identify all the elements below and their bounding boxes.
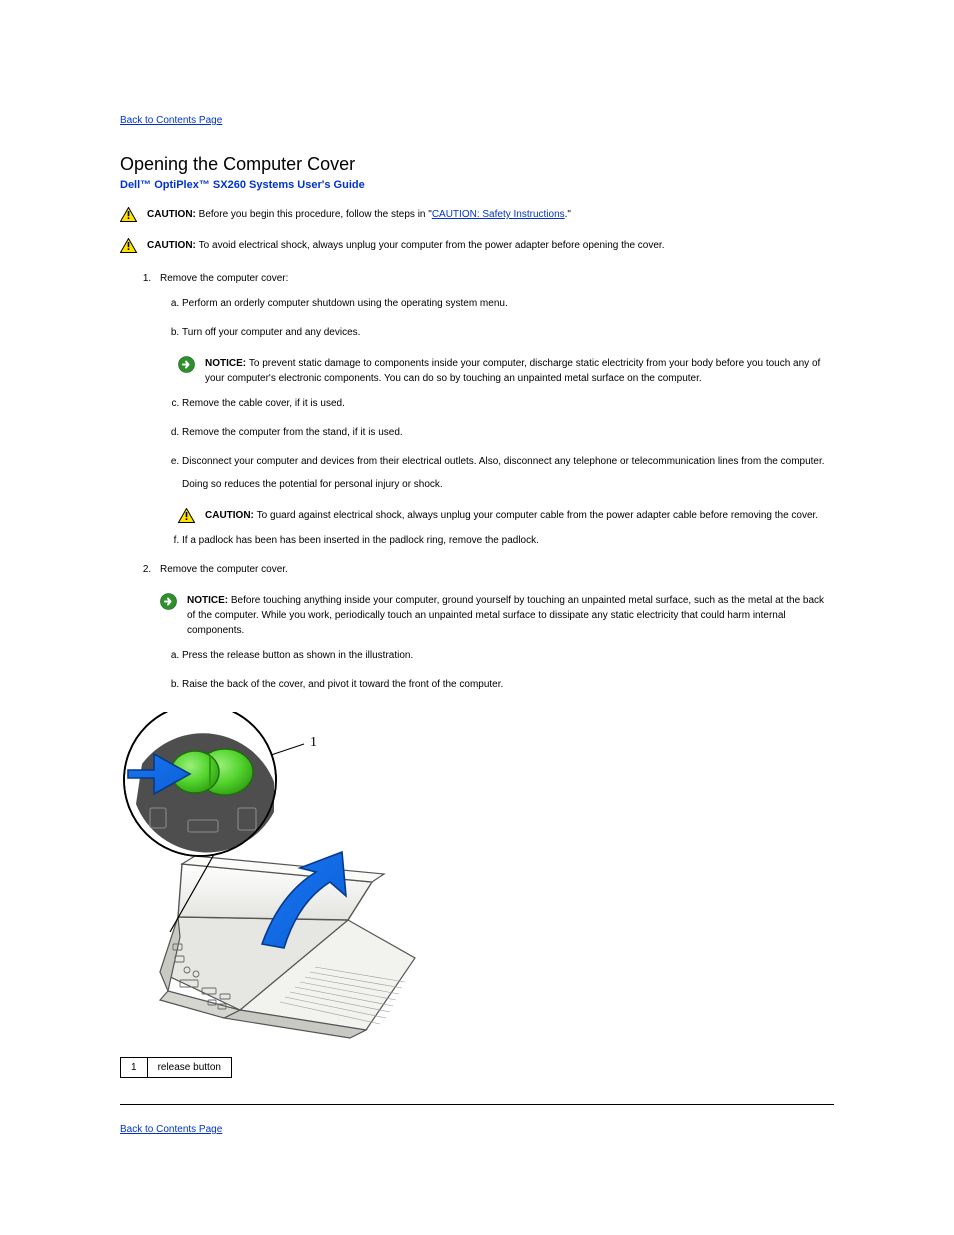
step-text: Disconnect your computer and devices fro…: [182, 456, 825, 467]
step-2a: Press the release button as shown in the…: [182, 648, 834, 663]
step-1d: Remove the computer from the stand, if i…: [182, 425, 834, 440]
step-1: Remove the computer cover: Perform an or…: [154, 271, 834, 548]
callout-table: 1 release button: [120, 1057, 232, 1078]
notice-row-1: NOTICE: To prevent static damage to comp…: [178, 356, 834, 386]
callout-label: release button: [147, 1058, 231, 1078]
caution-row-2: CAUTION: To avoid electrical shock, alwa…: [120, 238, 834, 253]
caution-body-before: Before you begin this procedure, follow …: [199, 209, 432, 220]
caution-text-2: CAUTION: To avoid electrical shock, alwa…: [147, 238, 665, 253]
detail-inset: [124, 712, 276, 856]
step-1e: Disconnect your computer and devices fro…: [182, 454, 834, 492]
step-1-sub-cont2: If a padlock has been has been inserted …: [182, 533, 834, 548]
caution-label: CAUTION:: [147, 240, 199, 251]
step-2b: Raise the back of the cover, and pivot i…: [182, 677, 834, 692]
step-1b: Turn off your computer and any devices.: [182, 325, 834, 340]
notice-icon: [160, 593, 177, 610]
step-1c: Remove the cable cover, if it is used.: [182, 396, 834, 411]
table-row: 1 release button: [121, 1058, 232, 1078]
caution-text-1: CAUTION: Before you begin this procedure…: [147, 207, 571, 222]
caution-body: To guard against electrical shock, alway…: [257, 510, 818, 521]
back-to-contents-link-top[interactable]: Back to Contents Page: [120, 115, 222, 126]
step-1-sub-cont: Remove the cable cover, if it is used. R…: [182, 396, 834, 492]
step-1-sub: Perform an orderly computer shutdown usi…: [182, 296, 834, 340]
step-1a: Perform an orderly computer shutdown usi…: [182, 296, 834, 311]
notice-row-2: NOTICE: Before touching anything inside …: [160, 593, 834, 638]
open-cover-illustration: 1: [120, 712, 420, 1042]
caution-row-1: CAUTION: Before you begin this procedure…: [120, 207, 834, 222]
figure-open-cover: 1: [120, 712, 834, 1047]
caution-icon: [178, 508, 195, 523]
page-title: Opening the Computer Cover: [120, 154, 834, 175]
step-para: Doing so reduces the potential for perso…: [182, 477, 834, 492]
caution-label: CAUTION:: [147, 209, 199, 220]
notice-body: To prevent static damage to components i…: [205, 358, 820, 384]
notice-text-2: NOTICE: Before touching anything inside …: [187, 593, 834, 638]
caution-row-3: CAUTION: To guard against electrical sho…: [178, 508, 834, 523]
section-divider: [120, 1104, 834, 1105]
step-text: Remove the computer cover:: [160, 273, 288, 284]
step-list: Remove the computer cover: Perform an or…: [154, 271, 834, 692]
back-to-contents-link-bottom[interactable]: Back to Contents Page: [120, 1124, 222, 1135]
notice-icon: [178, 356, 195, 373]
caution-text-3: CAUTION: To guard against electrical sho…: [205, 508, 818, 523]
callout-number: 1: [310, 735, 317, 750]
notice-text-1: NOTICE: To prevent static damage to comp…: [205, 356, 834, 386]
caution-body-after: .": [565, 209, 571, 220]
caution-body: To avoid electrical shock, always unplug…: [199, 240, 665, 251]
notice-body: Before touching anything inside your com…: [187, 595, 824, 636]
caution-icon: [120, 238, 137, 253]
computer-chassis: [160, 852, 415, 1038]
step-2: Remove the computer cover. NOTICE: Befor…: [154, 562, 834, 692]
step-2-sub: Press the release button as shown in the…: [182, 648, 834, 692]
caution-label: CAUTION:: [205, 510, 257, 521]
document-page: Back to Contents Page Opening the Comput…: [0, 0, 954, 1197]
doc-subtitle: Dell™ OptiPlex™ SX260 Systems User's Gui…: [120, 179, 834, 191]
callout-num: 1: [121, 1058, 148, 1078]
notice-label: NOTICE:: [187, 595, 231, 606]
caution-safety-link[interactable]: CAUTION: Safety Instructions: [432, 209, 565, 220]
caution-icon: [120, 207, 137, 222]
notice-label: NOTICE:: [205, 358, 249, 369]
step-1f: If a padlock has been has been inserted …: [182, 533, 834, 548]
step-text: Remove the computer cover.: [160, 564, 288, 575]
